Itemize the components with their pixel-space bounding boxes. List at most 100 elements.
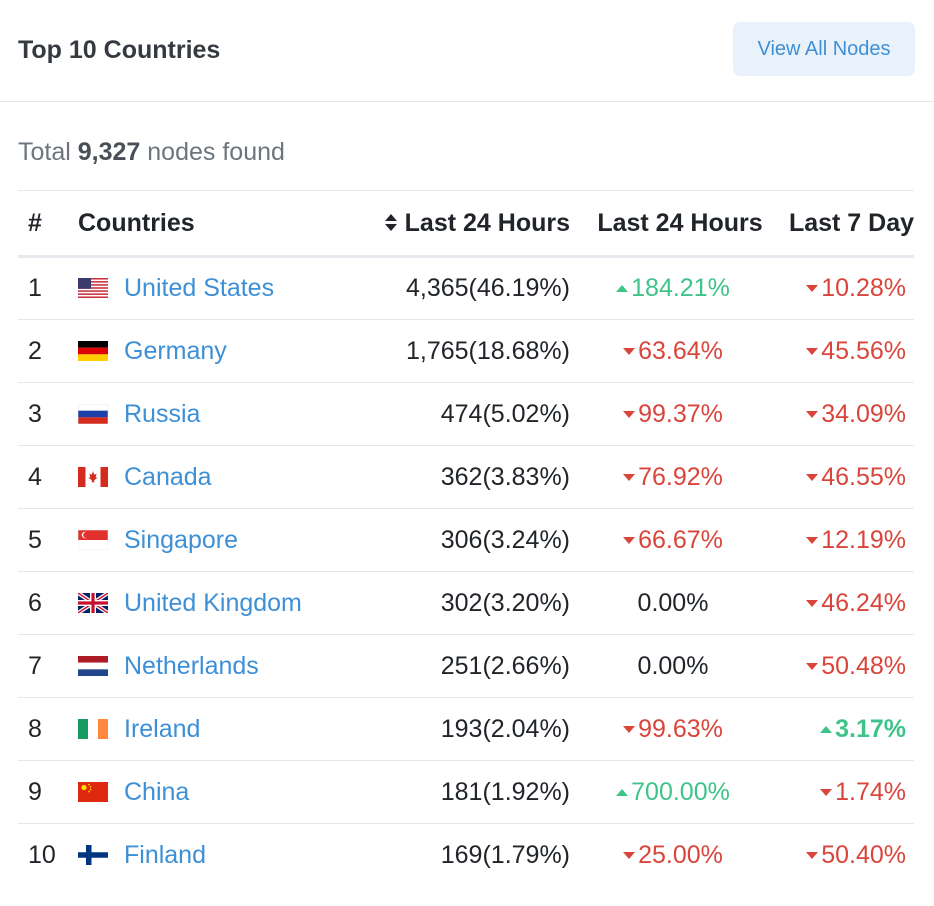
view-all-nodes-button[interactable]: View All Nodes: [733, 22, 915, 76]
card-title: Top 10 Countries: [18, 36, 221, 64]
table-row: 6 United Kingdom 302(3.20%) 0.00% 46.24%: [18, 572, 914, 635]
caret-down-icon: [623, 725, 636, 733]
top-countries-table: # Countries Last 24 Hours Last 24 Hours …: [18, 190, 914, 887]
node-count-cell: 474(5.02%): [440, 399, 570, 428]
country-link[interactable]: Russia: [124, 399, 201, 428]
change-7d-cell: 46.24%: [776, 572, 914, 635]
country-cell: Russia: [77, 383, 338, 446]
gb-flag-icon: [76, 590, 110, 615]
rank-cell: 8: [28, 714, 42, 743]
column-header-24h-change: Last 24 Hours: [597, 208, 763, 237]
change-24h-cell-value: 99.37%: [638, 399, 723, 428]
column-header-node-count[interactable]: Last 24 Hours: [338, 191, 570, 257]
rank-cell: 10: [28, 840, 56, 869]
rank-cell: 2: [28, 336, 42, 365]
change-7d-cell-value: 46.24%: [821, 588, 906, 617]
change-7d-cell: 34.09%: [776, 383, 914, 446]
country-cell: Ireland: [78, 698, 338, 761]
table-row: 5 Singapore 306(3.24%) 66.67% 12.19%: [18, 509, 914, 572]
change-24h-cell: 99.37%: [570, 383, 776, 446]
country-link[interactable]: Ireland: [124, 714, 201, 743]
country-link[interactable]: Germany: [124, 336, 227, 365]
node-count-cell: 306(3.24%): [440, 525, 570, 554]
node-count-cell: 251(2.66%): [440, 651, 570, 680]
change-24h-cell-value: 76.92%: [638, 462, 723, 491]
country-link[interactable]: United Kingdom: [124, 588, 302, 617]
rank-cell: 3: [28, 399, 42, 428]
table-row: 10 Finland 169(1.79%) 25.00% 50.40%: [18, 824, 914, 887]
caret-up-icon: [820, 725, 833, 733]
caret-down-icon: [623, 347, 636, 355]
change-24h-cell-value: 25.00%: [638, 840, 723, 869]
column-header-node-count-label: Last 24 Hours: [404, 208, 570, 237]
nl-flag-icon: [78, 654, 108, 676]
change-24h-cell: 66.67%: [570, 509, 776, 572]
caret-up-icon: [616, 285, 629, 292]
country-cell: United Kingdom: [76, 572, 338, 635]
caret-down-icon: [623, 410, 636, 418]
table-row: 4 Canada 362(3.83%) 76.92% 46.55%: [18, 446, 914, 509]
change-24h-cell: 700.00%: [570, 761, 776, 824]
rank-cell: 7: [28, 651, 42, 680]
change-24h-cell-value: 184.21%: [631, 274, 730, 302]
rank-cell: 1: [28, 274, 42, 302]
table-row: 8 Ireland 193(2.04%) 99.63% 3.17%: [18, 698, 914, 761]
change-24h-cell-value: 700.00%: [631, 777, 730, 806]
ca-flag-icon: [78, 465, 108, 487]
country-cell: Germany: [78, 320, 338, 383]
node-count-cell: 1,765(18.68%): [405, 336, 570, 365]
caret-down-icon: [806, 285, 819, 292]
caret-down-icon: [806, 851, 819, 859]
summary-suffix: nodes found: [147, 138, 285, 166]
country-cell: Netherlands: [78, 635, 338, 698]
ru-flag-icon: [77, 402, 109, 424]
change-7d-cell-value: 50.40%: [821, 840, 906, 869]
rank-cell: 5: [28, 525, 42, 554]
country-link[interactable]: Finland: [124, 840, 206, 869]
total-nodes-count: 9,327: [77, 138, 141, 166]
change-7d-cell: 46.55%: [776, 446, 914, 509]
column-header-countries: Countries: [78, 208, 195, 237]
caret-down-icon: [806, 599, 819, 607]
caret-down-icon: [806, 410, 819, 418]
change-7d-cell: 50.40%: [776, 824, 914, 887]
node-count-cell: 181(1.92%): [440, 777, 570, 806]
change-7d-cell-value: 50.48%: [821, 651, 906, 680]
change-24h-cell-value: 66.67%: [638, 525, 723, 554]
cn-flag-icon: [78, 780, 108, 802]
country-link[interactable]: Canada: [124, 462, 212, 491]
ie-flag-icon: [78, 717, 108, 739]
caret-down-icon: [623, 851, 636, 859]
caret-up-icon: [616, 788, 629, 796]
node-count-cell: 362(3.83%): [440, 462, 570, 491]
change-7d-cell-value: 1.74%: [835, 777, 906, 806]
country-cell: Finland: [78, 824, 338, 887]
table-row: 1 United States 4,365(46.19%) 184.21% 10.28%: [18, 257, 914, 320]
caret-down-icon: [806, 536, 819, 544]
country-link[interactable]: China: [124, 777, 190, 806]
country-link[interactable]: United States: [124, 274, 275, 302]
country-link[interactable]: Singapore: [124, 525, 238, 554]
change-7d-cell-value: 12.19%: [821, 525, 906, 554]
change-24h-cell: 0.00%: [570, 635, 776, 698]
change-7d-cell-value: 10.28%: [821, 274, 906, 302]
node-count-cell: 302(3.20%): [440, 588, 570, 617]
change-7d-cell: 1.74%: [776, 761, 914, 824]
change-24h-cell: 63.64%: [570, 320, 776, 383]
country-link[interactable]: Netherlands: [124, 651, 259, 680]
change-7d-cell-value: 46.55%: [821, 462, 906, 491]
table-row: 3 Russia 474(5.02%) 99.37% 34.09%: [18, 383, 914, 446]
caret-down-icon: [623, 536, 636, 544]
change-7d-cell: 3.17%: [776, 698, 914, 761]
table-row: 2 Germany 1,765(18.68%) 63.64% 45.56%: [18, 320, 914, 383]
table-row: 9 China 181(1.92%) 700.00% 1.74%: [18, 761, 914, 824]
change-7d-cell-value: 45.56%: [821, 336, 906, 365]
country-cell: China: [78, 761, 338, 824]
sort-icon[interactable]: [384, 213, 397, 232]
caret-down-icon: [820, 788, 833, 796]
change-24h-cell: 99.63%: [570, 698, 776, 761]
node-count-cell: 169(1.79%): [440, 840, 570, 869]
sg-flag-icon: [77, 528, 109, 550]
node-count-cell: 193(2.04%): [440, 714, 570, 743]
country-cell: Singapore: [77, 509, 338, 572]
